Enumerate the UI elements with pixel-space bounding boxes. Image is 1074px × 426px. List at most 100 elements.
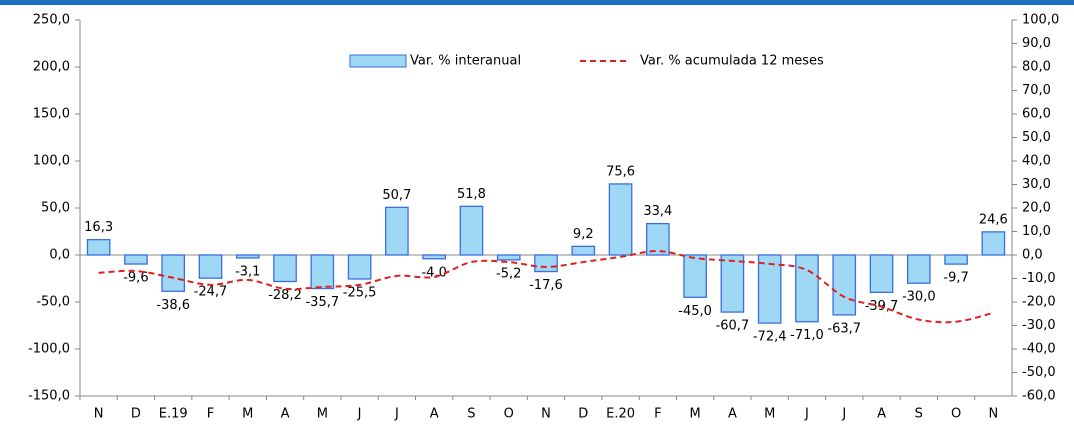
x-tick-label: N [541, 407, 551, 422]
x-tick-label: A [728, 407, 737, 422]
x-tick-label: E.19 [159, 407, 188, 422]
x-tick-label: J [357, 407, 362, 422]
x-tick-label: M [764, 407, 775, 422]
y2-tick-label: -10,0 [1022, 271, 1056, 286]
bar [273, 254, 297, 283]
bar [161, 254, 186, 292]
bar [347, 254, 372, 280]
x-tick-label: N [988, 407, 998, 422]
y2-tick-label: -60,0 [1022, 389, 1056, 404]
bar [944, 254, 968, 265]
y2-tick-label: 40,0 [1022, 154, 1051, 169]
x-tick-label: J [841, 407, 846, 422]
x-tick-label: S [467, 407, 475, 422]
y-tick-label: 100,0 [33, 154, 70, 169]
y-tick-label: -50,0 [36, 295, 70, 310]
legend-swatch [349, 54, 407, 68]
x-tick-label: A [877, 407, 886, 422]
bar [459, 205, 484, 256]
data-label: 16,3 [84, 220, 113, 235]
bar [422, 254, 446, 260]
bar [981, 231, 1006, 256]
y2-tick-label: -20,0 [1022, 295, 1056, 310]
x-tick-label: O [504, 407, 514, 422]
data-label: -28,2 [268, 288, 302, 303]
y2-tick-label: 70,0 [1022, 83, 1051, 98]
data-label: 51,8 [457, 187, 486, 202]
y-tick-label: 0,0 [49, 248, 70, 263]
y2-tick-label: -50,0 [1022, 365, 1056, 380]
header-stripe [0, 0, 1074, 5]
data-label: -17,6 [529, 278, 563, 293]
y2-tick-label: 50,0 [1022, 130, 1051, 145]
data-label: -45,0 [678, 304, 712, 319]
x-tick-label: J [804, 407, 809, 422]
bar [608, 183, 633, 256]
x-tick-label: D [131, 407, 141, 422]
data-label: -72,4 [753, 330, 787, 345]
x-tick-label: E.20 [606, 407, 635, 422]
y2-tick-label: -40,0 [1022, 342, 1056, 357]
data-label: -5,2 [496, 266, 521, 281]
data-label: -38,6 [156, 298, 190, 313]
x-tick-label: M [690, 407, 701, 422]
data-label: 50,7 [382, 188, 411, 203]
x-tick-label: O [951, 407, 961, 422]
y-tick-label: 200,0 [33, 60, 70, 75]
y2-tick-label: -30,0 [1022, 318, 1056, 333]
data-label: -24,7 [194, 285, 228, 300]
data-label: -30,0 [902, 290, 936, 305]
bar [795, 254, 819, 323]
bar [385, 206, 409, 256]
legend-label: Var. % interanual [410, 54, 521, 69]
data-label: -63,7 [827, 321, 861, 336]
data-label: -71,0 [790, 328, 824, 343]
bar [906, 254, 931, 284]
y2-tick-label: 100,0 [1022, 13, 1059, 28]
x-tick-label: F [207, 407, 214, 422]
y2-tick-label: 20,0 [1022, 201, 1051, 216]
bar [869, 254, 894, 293]
bar [310, 254, 335, 290]
bar [124, 254, 148, 265]
x-tick-label: D [578, 407, 588, 422]
bar [757, 254, 782, 324]
y2-tick-label: 0,0 [1022, 248, 1043, 263]
data-label: -9,6 [123, 271, 148, 286]
bar [646, 222, 670, 256]
y2-tick-label: 10,0 [1022, 224, 1051, 239]
data-label: -60,7 [716, 319, 750, 334]
y2-tick-label: 30,0 [1022, 177, 1051, 192]
bar [534, 254, 558, 273]
bar [86, 239, 111, 256]
legend-label: Var. % acumulada 12 meses [640, 54, 824, 69]
bar [683, 254, 707, 298]
y-tick-label: 150,0 [33, 107, 70, 122]
bar [720, 254, 745, 313]
y-tick-label: -100,0 [28, 342, 70, 357]
data-label: 9,2 [573, 227, 594, 242]
data-label: 24,6 [979, 212, 1008, 227]
data-label: -35,7 [305, 295, 339, 310]
y2-tick-label: 80,0 [1022, 60, 1051, 75]
bar [571, 245, 596, 256]
data-label: -25,5 [343, 285, 377, 300]
x-tick-label: A [281, 407, 290, 422]
x-tick-label: F [654, 407, 661, 422]
bar [832, 254, 857, 316]
y-tick-label: -150,0 [28, 389, 70, 404]
data-label: 75,6 [606, 164, 635, 179]
x-tick-label: A [430, 407, 439, 422]
line [98, 250, 994, 324]
bar [496, 254, 521, 261]
y-tick-label: 250,0 [33, 13, 70, 28]
y-tick-label: 50,0 [41, 201, 70, 216]
x-tick-label: M [242, 407, 253, 422]
x-tick-label: M [317, 407, 328, 422]
bar [235, 254, 260, 259]
y2-tick-label: 60,0 [1022, 107, 1051, 122]
x-tick-label: N [94, 407, 104, 422]
data-label: -9,7 [943, 271, 968, 286]
data-label: -3,1 [235, 264, 260, 279]
